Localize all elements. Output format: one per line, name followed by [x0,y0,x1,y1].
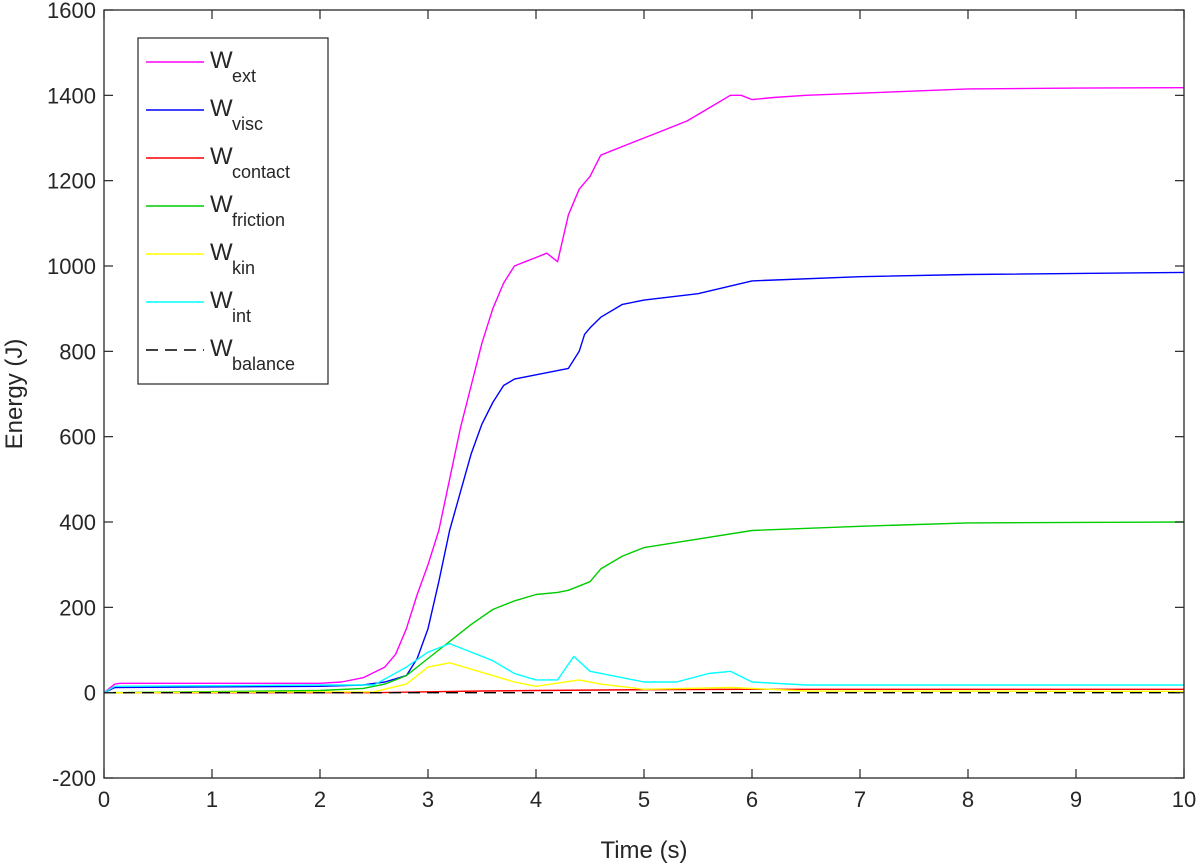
x-axis-label: Time (s) [600,837,687,864]
y-tick-label: 800 [59,339,96,364]
legend-box [137,37,329,385]
legend: WextWviscWcontactWfrictionWkinWintWbalan… [137,37,329,385]
x-tick-label: 2 [314,787,326,812]
axis-ticks: 0 1 2 3 4 5 6 7 8 9 10-200020040060080010001200140… [47,0,1196,812]
legend-label-subscript: contact [232,162,290,182]
legend-label: W [210,335,233,362]
y-axis-label: Energy (J) [1,339,28,450]
legend-label: W [210,239,233,266]
x-tick-label: 6 [746,787,758,812]
legend-label-subscript: visc [232,114,263,134]
legend-label: W [210,143,233,170]
x-tick-label: 8 [962,787,974,812]
legend-label-subscript: int [232,306,251,326]
x-tick-label: 10 [1172,787,1196,812]
legend-label: W [210,95,233,122]
y-tick-label: 600 [59,425,96,450]
series-line-kin [103,662,1185,694]
x-tick-label: 0 [98,787,110,812]
y-tick-label: 1200 [47,169,96,194]
series-lines [103,87,1185,694]
x-tick-label: 5 [638,787,650,812]
legend-label: W [210,47,233,74]
legend-label: W [210,191,233,218]
y-tick-label: 0 [84,681,96,706]
series-line-friction [103,521,1185,694]
y-tick-label: 1400 [47,83,96,108]
series-line-contact [104,688,1184,694]
legend-label-subscript: ext [232,66,256,86]
x-tick-label: 4 [530,787,542,812]
x-tick-label: 9 [1070,787,1082,812]
series-line-int [103,642,1184,694]
series-line-ext [103,87,1185,694]
y-tick-label: 1000 [47,254,96,279]
legend-label-subscript: kin [232,258,255,278]
legend-label: W [210,287,233,314]
legend-label-subscript: balance [232,354,295,374]
x-tick-label: 1 [206,787,218,812]
x-tick-label: 3 [422,787,434,812]
y-tick-label: 200 [59,595,96,620]
y-tick-label: -200 [52,766,96,791]
y-tick-label: 400 [59,510,96,535]
y-tick-label: 1600 [47,0,96,23]
x-tick-label: 7 [854,787,866,812]
legend-label-subscript: friction [232,210,285,230]
